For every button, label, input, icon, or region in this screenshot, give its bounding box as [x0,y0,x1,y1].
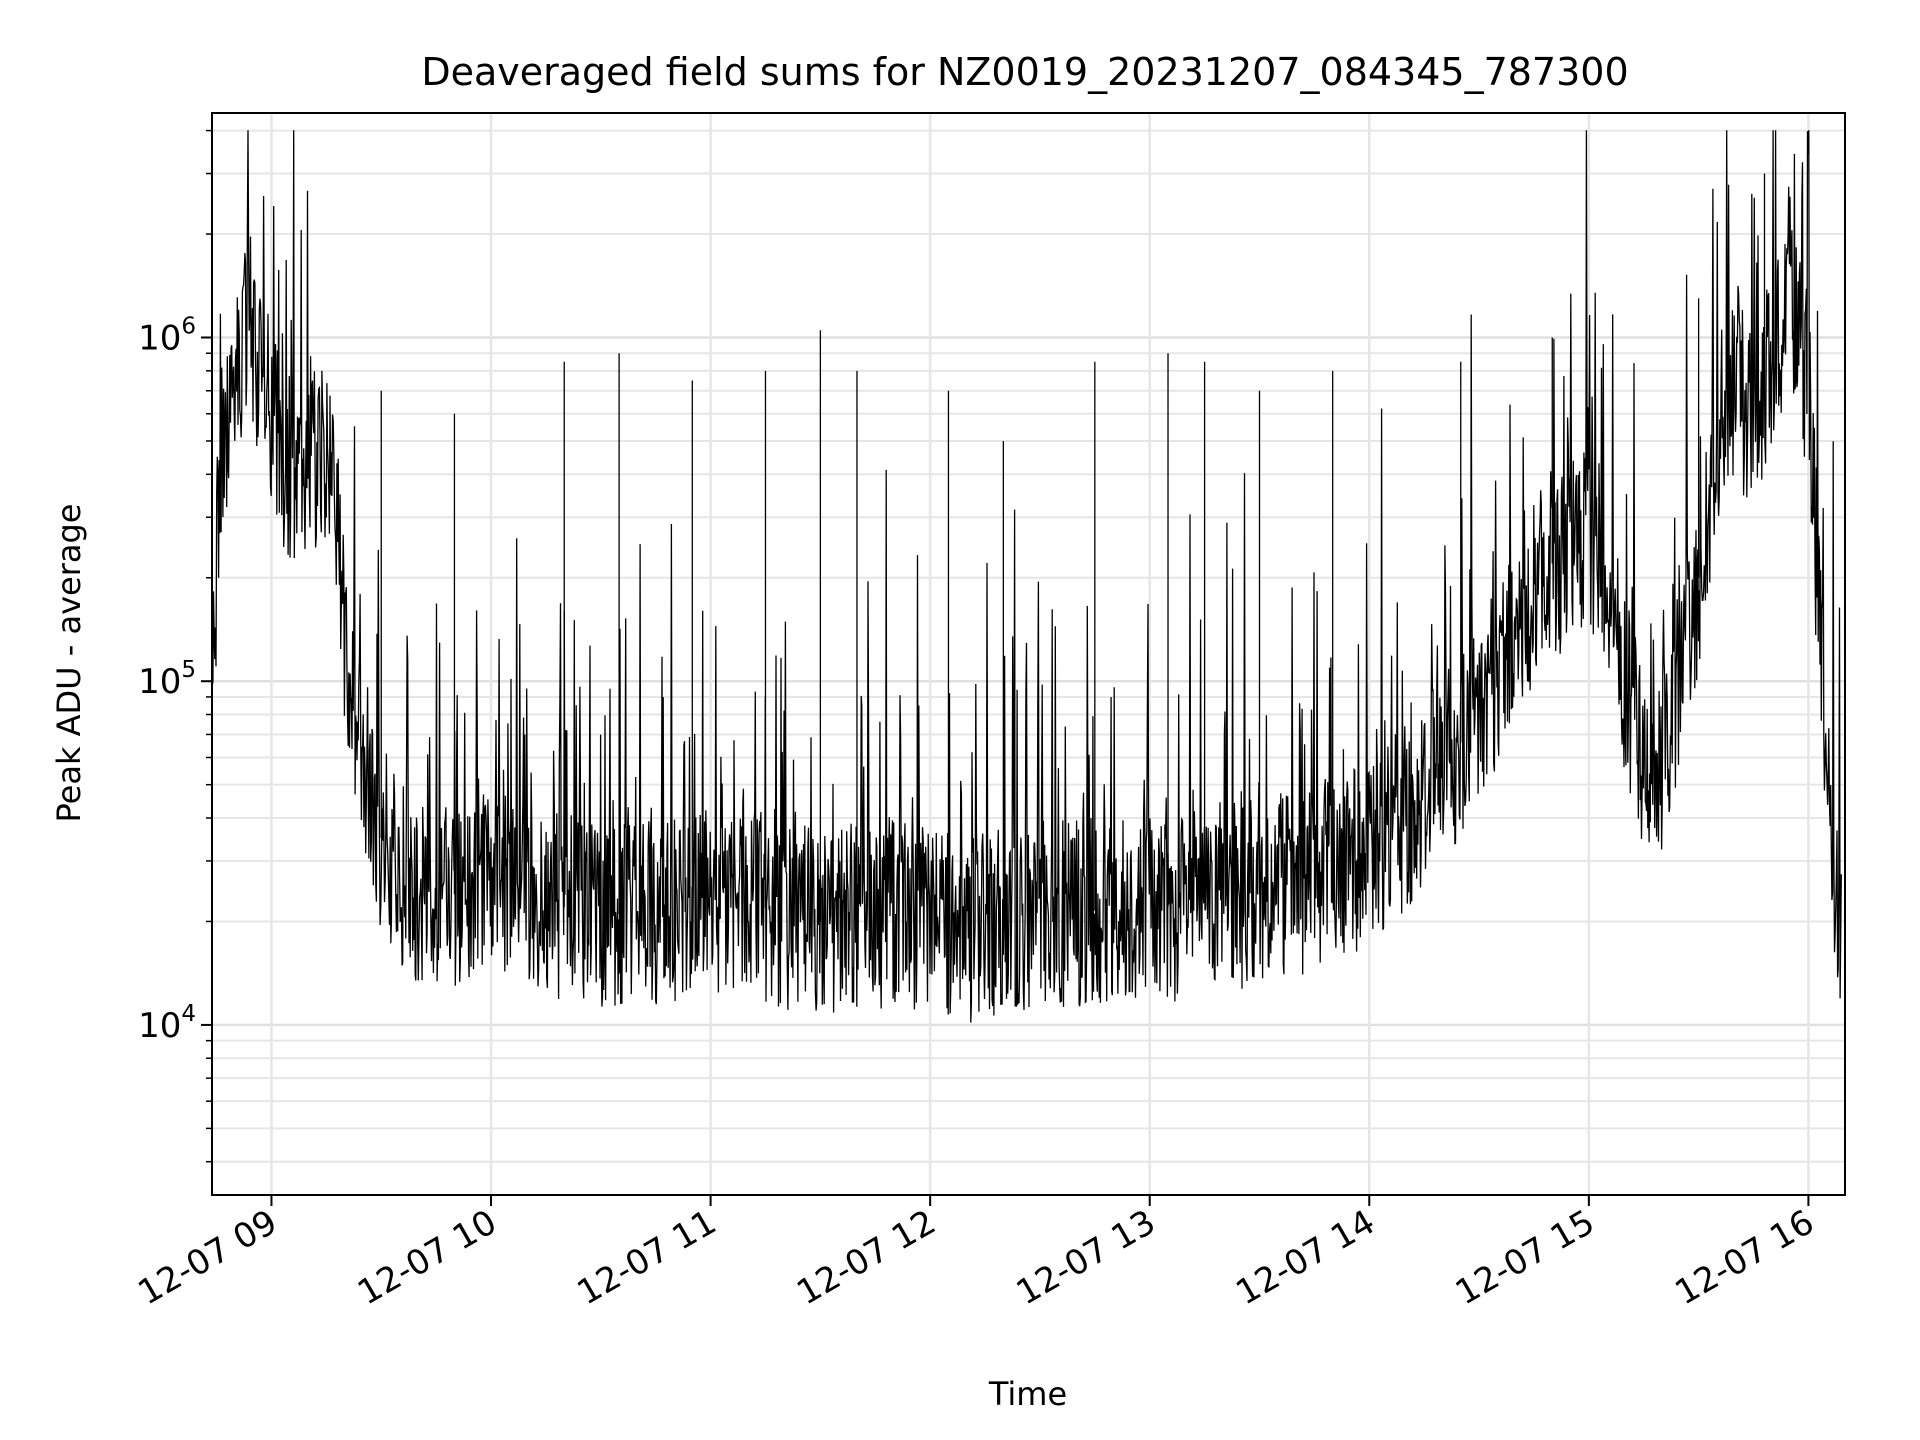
plot-area [212,113,1845,1195]
y-tick-label-exponent: 6 [181,314,196,340]
x-gridlines [270,113,1810,1195]
y-axis-label: Peak ADU - average [50,504,88,823]
y-tick-label-base: 10 [138,319,181,359]
y-tick-label-exponent: 5 [181,657,196,683]
y-axis-minor-ticks [206,129,212,1163]
x-axis-label: Time [988,1375,1067,1413]
y-tick-label: 105 [138,657,196,702]
data-series [212,130,1842,1023]
y-tick-label-base: 10 [138,1006,181,1046]
y-tick-label-exponent: 4 [181,1001,196,1027]
chart-title: Deaveraged field sums for NZ0019_2023120… [421,50,1628,94]
y-major-gridlines [212,336,1845,1027]
y-tick-label: 104 [138,1001,196,1046]
y-tick-label-base: 10 [138,662,181,702]
series-line [212,130,1842,1023]
y-tick-label: 106 [138,314,196,359]
plot-frame [211,112,1846,1196]
